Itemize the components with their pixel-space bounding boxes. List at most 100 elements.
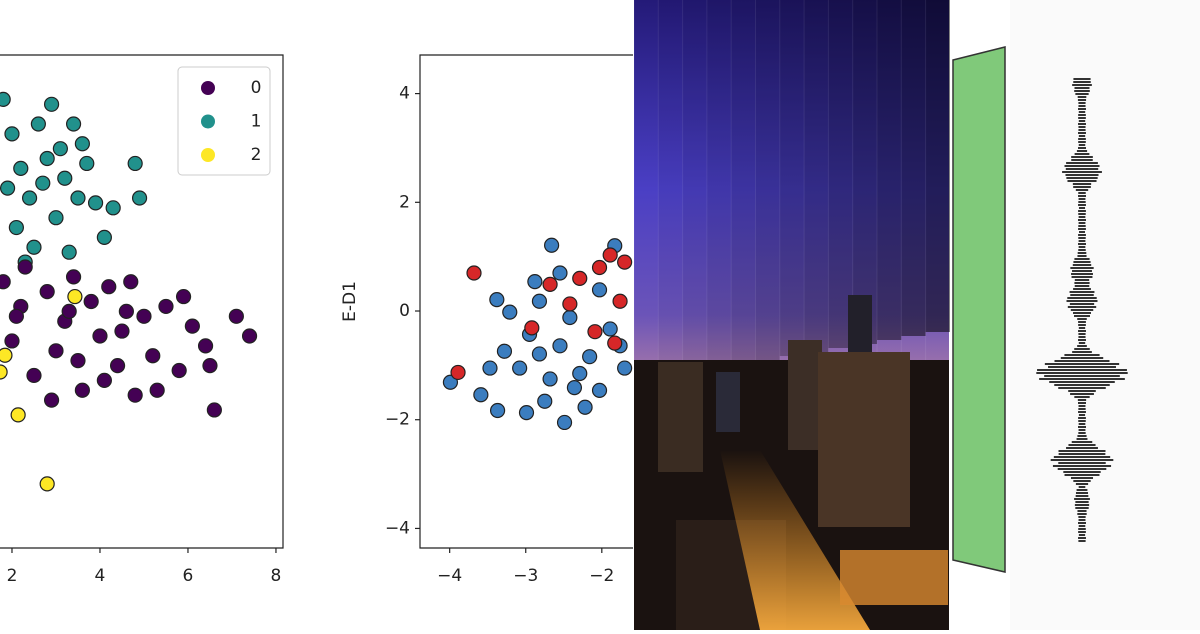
point [489,402,506,419]
wave-bar [1073,480,1091,482]
wave-bar [1075,93,1089,95]
point [542,371,558,387]
wave-bar [1074,87,1090,89]
point [0,180,16,196]
wave-bar [1078,105,1086,107]
wave-bar [1078,519,1086,521]
wave-bar [1078,141,1086,143]
wave-bar [1064,474,1100,476]
point [489,291,505,308]
point [527,274,543,290]
wave-bar [1074,90,1090,92]
wave-bar [1071,159,1093,161]
wave-bar [1078,402,1086,404]
photo-strip [658,0,683,376]
point [617,360,633,376]
wave-bar [1078,414,1086,416]
point [61,303,77,319]
y-tick-label: −2 [385,410,410,430]
wave-bar [1064,165,1100,167]
wave-bar [1036,372,1128,374]
wave-bar [1072,351,1092,353]
photo-strip [755,0,780,360]
wave-bar [1077,255,1087,257]
point [114,323,130,339]
photo-strip [804,0,829,352]
point [552,338,568,354]
point [8,308,24,324]
wave-bar [1078,111,1086,113]
photo-strip [925,0,950,332]
wave-bar [1077,99,1087,101]
point [582,349,598,365]
wave-bar [1075,495,1089,497]
wave-bar [1078,210,1086,212]
wave-bar [1039,378,1125,380]
wave-bar [1074,315,1090,317]
y-tick-label: 4 [399,84,410,104]
point [8,219,24,236]
point [101,279,117,295]
wave-bar [1078,201,1086,203]
point [562,309,578,326]
wave-bar [1078,426,1086,428]
point [202,357,218,374]
point [531,293,548,309]
wave-bar [1073,186,1091,188]
wave-bar [1074,285,1090,287]
point [4,333,20,349]
wave-bar [1069,291,1095,293]
wave-bar [1073,81,1091,83]
wave-bar [1076,150,1088,152]
point [87,195,104,211]
wave-bar [1063,471,1101,473]
wave-bar [1078,330,1086,332]
wave-bar [1054,384,1110,386]
wave-bar [1075,189,1089,191]
point [612,293,628,309]
point [537,393,553,409]
wave-bar [1078,108,1086,110]
wave-bar [1078,534,1086,536]
point [542,276,558,292]
point [0,347,13,363]
wave-bar [1078,522,1086,524]
wave-bar [1078,222,1086,224]
wave-bar [1067,306,1097,308]
wave-bar [1078,129,1086,131]
wave-bar [1078,192,1086,194]
point [127,155,143,172]
legend-label: 1 [251,112,262,132]
wave-bar [1078,102,1086,104]
wave-bar [1070,477,1094,479]
city-photo [633,0,950,630]
photo-strip [731,0,756,364]
wave-bar [1058,462,1106,464]
point [13,160,29,176]
photo-strip [779,0,805,356]
x-tick-label: −4 [437,566,462,586]
wave-bar [1057,468,1107,470]
point [43,392,60,408]
wave-bar [1078,429,1086,431]
wave-bar [1078,423,1086,425]
wave-bar [1074,153,1090,155]
point [26,239,42,255]
point [96,229,112,246]
wave-bar [1071,273,1093,275]
wave-bar [1078,246,1086,248]
point [531,346,548,362]
point [572,270,588,286]
wave-bar [1078,342,1086,344]
point [562,296,578,312]
photo-strip [682,0,707,372]
wave-bar [1078,525,1086,527]
point [617,254,633,270]
point [17,259,33,275]
wave-bar [1078,225,1086,227]
point [0,364,8,380]
wave-bar [1053,456,1111,458]
photo-strip [901,0,926,336]
wave-bar [1065,168,1099,170]
